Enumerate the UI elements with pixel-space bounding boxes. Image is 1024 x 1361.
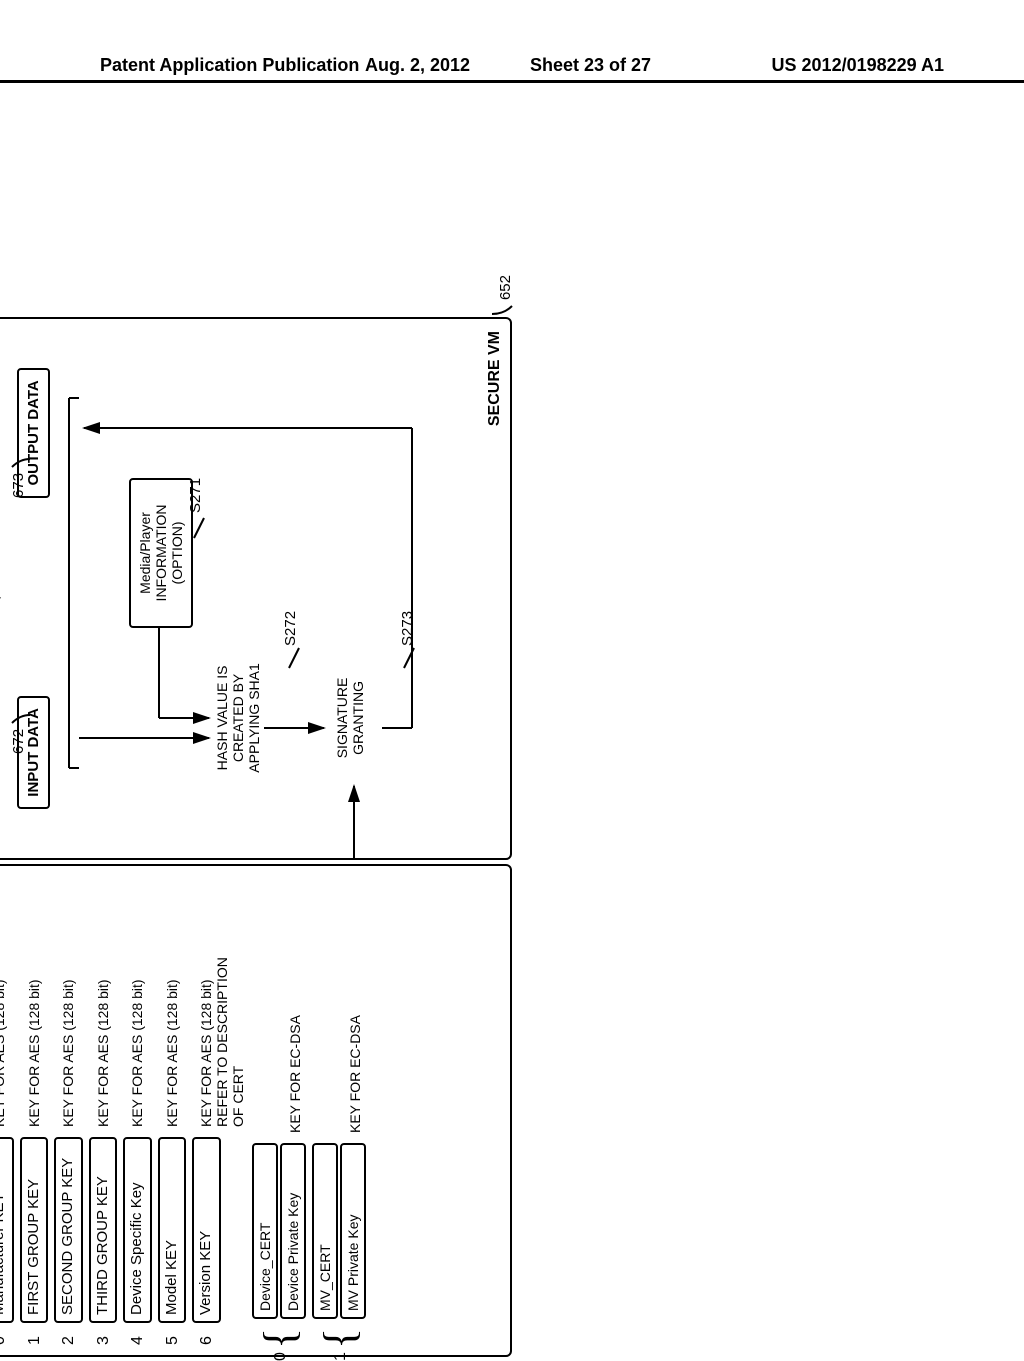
key-desc: KEY FOR AES (128 bit) xyxy=(26,979,42,1127)
key-row: 2 SECOND GROUP KEY KEY FOR AES (128 bit) xyxy=(54,876,83,1345)
callout-s273: S273 xyxy=(399,611,416,646)
header-date: Aug. 2, 2012 xyxy=(365,55,470,76)
row-index: 4 xyxy=(129,1327,147,1345)
brace-icon: { xyxy=(258,1328,302,1349)
key-row: 6 Version KEY KEY FOR AES (128 bit)REFER T… xyxy=(192,876,246,1345)
header-pubno: US 2012/0198229 A1 xyxy=(772,55,944,76)
cert-group-index: 1 xyxy=(332,1352,350,1361)
callout-s271: S271 xyxy=(187,478,204,513)
header-sheet: Sheet 23 of 27 xyxy=(530,55,651,76)
key-name-box: FIRST GROUP KEY xyxy=(20,1137,49,1323)
key-name-box: SECOND GROUP KEY xyxy=(54,1137,83,1323)
cert-key-box: Device Private Key xyxy=(280,1143,306,1319)
row-index: 0 xyxy=(0,1327,9,1345)
callout-671: 671 xyxy=(0,589,4,648)
cert-group: {1MV_CERTMV Private KeyKEY FOR EC-DSA xyxy=(312,876,366,1345)
header-publication: Patent Application Publication xyxy=(100,55,359,76)
cert-group-index: 0 xyxy=(272,1352,290,1361)
key-row: 5 Model KEY KEY FOR AES (128 bit) xyxy=(158,876,187,1345)
key-name-box: Device Specific Key xyxy=(123,1137,152,1323)
secure-vm-panel: 651 652 MEMORY FOR SECURE VM MEMORY STOR… xyxy=(0,317,512,860)
hash-process-label: HASH VALUE ISCREATED BYAPPLYING SHA1 xyxy=(214,648,262,788)
key-name-box: Manufacturer KEY xyxy=(0,1137,14,1323)
key-name-box: Version KEY xyxy=(192,1137,221,1323)
output-data-box: OUTPUT DATA xyxy=(17,368,50,497)
cert-name-box: Device_CERT xyxy=(252,1143,278,1319)
callout-652: 652 xyxy=(490,275,514,324)
key-row: 1 FIRST GROUP KEY KEY FOR AES (128 bit) xyxy=(20,876,49,1345)
key-desc: KEY FOR AES (128 bit) xyxy=(129,979,145,1127)
device-storage-key-panel: 650 DEVICE STORAGE KEY KEY/CERTIFICATE I… xyxy=(0,864,512,1357)
key-desc: KEY FOR AES (128 bit) xyxy=(95,979,111,1127)
media-player-info-box: Media/PlayerINFORMATION(OPTION) xyxy=(129,478,193,628)
key-row: 0 Manufacturer KEY KEY FOR AES (128 bit) xyxy=(0,876,14,1345)
key-desc: KEY FOR AES (128 bit)REFER TO DESCRIPTIO… xyxy=(198,957,246,1127)
key-desc: KEY FOR AES (128 bit) xyxy=(60,979,76,1127)
key-row: 4 Device Specific Key KEY FOR AES (128 bit… xyxy=(123,876,152,1345)
cert-key-box: MV Private Key xyxy=(340,1143,366,1319)
input-data-box: INPUT DATA xyxy=(17,696,50,809)
key-name-box: THIRD GROUP KEY xyxy=(89,1137,118,1323)
cert-group: {0Device_CERTDevice Private KeyKEY FOR E… xyxy=(252,876,306,1345)
cert-name-box: MV_CERT xyxy=(312,1143,338,1319)
key-name-box: Model KEY xyxy=(158,1137,187,1323)
row-index: 3 xyxy=(95,1327,113,1345)
callout-s272: S272 xyxy=(282,611,299,646)
cert-key-desc: KEY FOR EC-DSA xyxy=(347,1015,363,1133)
key-desc: KEY FOR AES (128 bit) xyxy=(164,979,180,1127)
cert-key-desc: KEY FOR EC-DSA xyxy=(287,1015,303,1133)
secure-vm-footer: SECURE VM xyxy=(486,331,504,426)
brace-icon: { xyxy=(318,1328,362,1349)
key-row: 3 THIRD GROUP KEY KEY FOR AES (128 bit) xyxy=(89,876,118,1345)
figure-diagram: FIG. 23 650 DEVICE STORAGE KEY KEY/CERTI… xyxy=(0,317,512,1357)
row-index: 6 xyxy=(198,1327,216,1345)
row-index: 2 xyxy=(60,1327,78,1345)
signature-granting-label: SIGNATUREGRANTING xyxy=(334,658,366,778)
key-desc: KEY FOR AES (128 bit) xyxy=(0,979,7,1127)
header-rule xyxy=(0,80,1024,83)
row-index: 5 xyxy=(164,1327,182,1345)
row-index: 1 xyxy=(26,1327,44,1345)
